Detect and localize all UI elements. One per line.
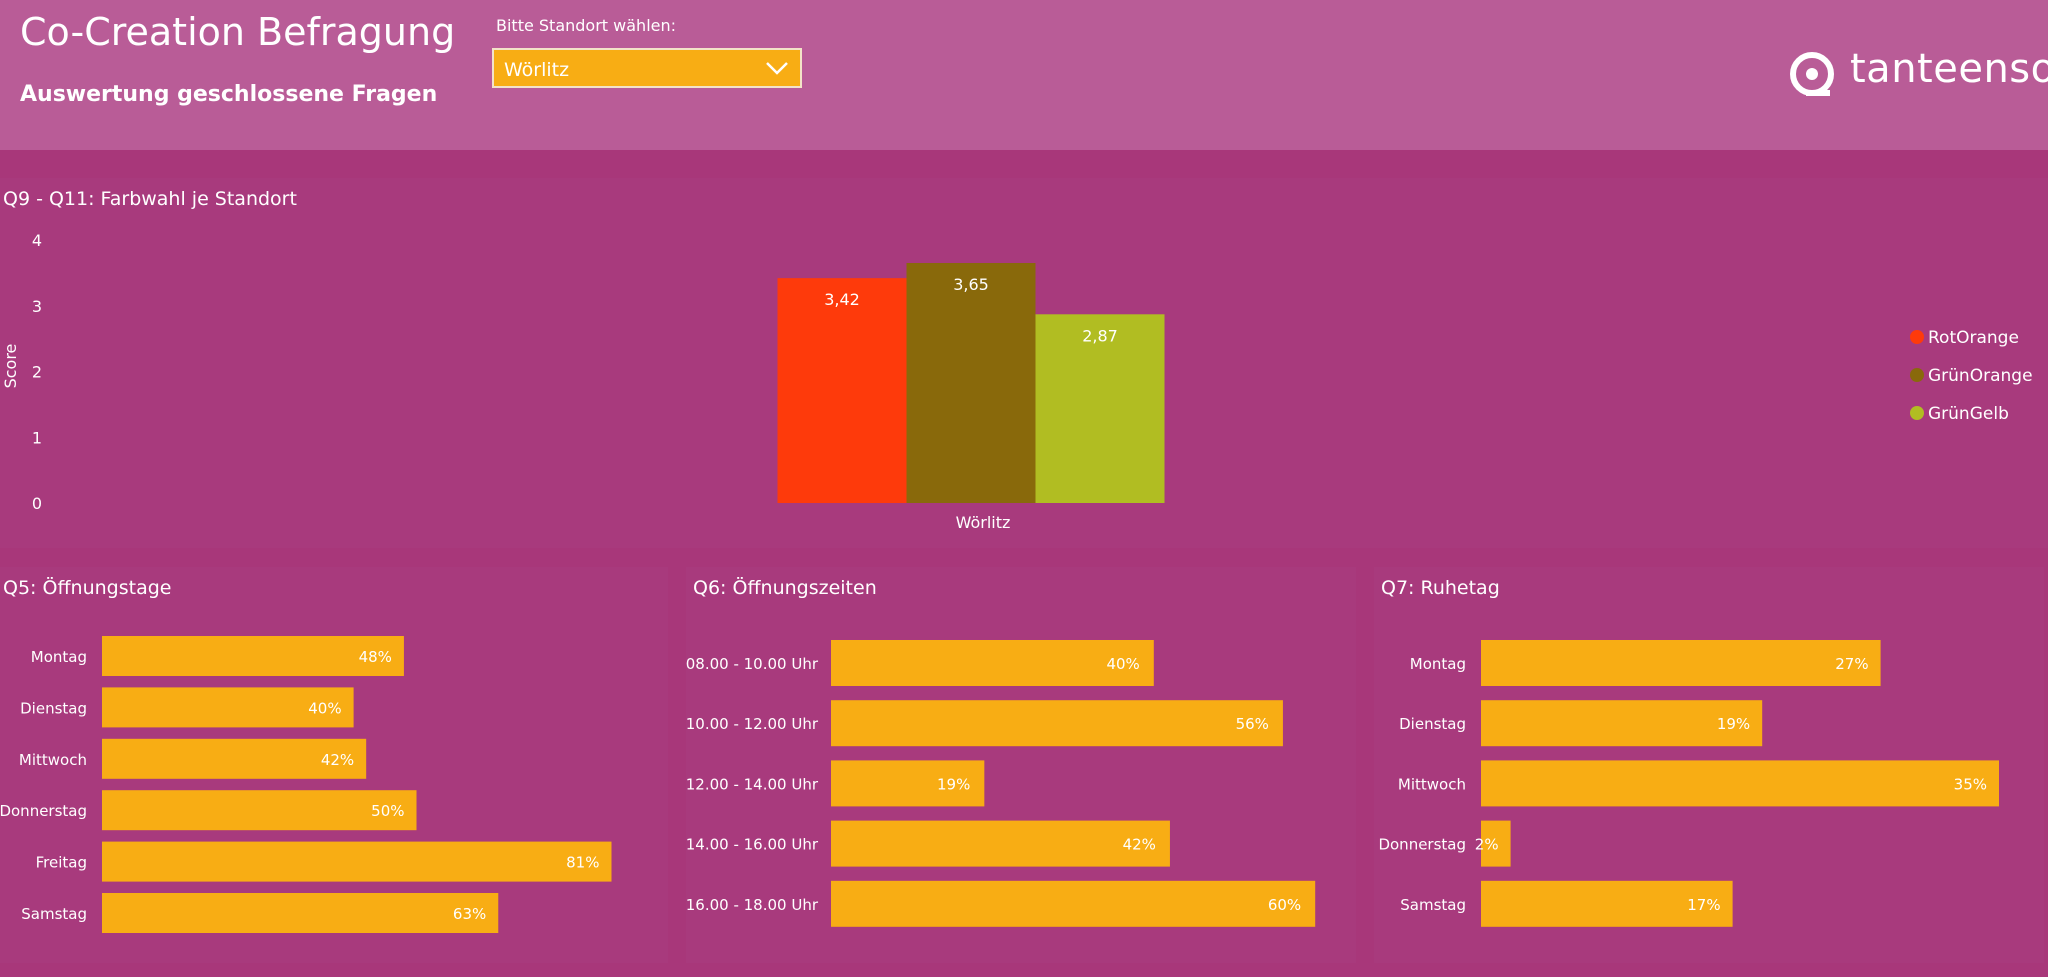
data-label: 42% xyxy=(321,751,354,769)
data-label: 19% xyxy=(1717,715,1750,733)
legend-dot-icon xyxy=(1910,368,1924,382)
y-tick-label: 3 xyxy=(32,297,42,316)
data-label: 17% xyxy=(1687,896,1720,914)
bar xyxy=(102,636,404,676)
legend-dot-icon xyxy=(1910,406,1924,420)
legend-label: GrünGelb xyxy=(1928,404,2009,424)
category-label: Dienstag xyxy=(1399,715,1466,733)
bar xyxy=(1481,820,1511,867)
category-label: Donnerstag xyxy=(0,802,87,820)
data-label: 2% xyxy=(1475,836,1499,854)
data-label: 42% xyxy=(1123,836,1156,854)
bar xyxy=(1481,880,1733,927)
rest-day-panel: Q7: Ruhetag Montag 27% Dienstag 19% Mittwoch… xyxy=(1374,567,2044,963)
data-label: 50% xyxy=(371,802,404,820)
category-label: Samstag xyxy=(1400,896,1466,914)
location-dropdown-value: Wörlitz xyxy=(504,59,570,81)
location-dropdown-label: Bitte Standort wählen: xyxy=(496,16,677,35)
chevron-down-icon xyxy=(766,62,788,75)
rest-day-title: Q7: Ruhetag xyxy=(1381,577,1500,599)
bar-rotorange xyxy=(777,278,907,503)
color-choice-panel: Q9 - Q11: Farbwahl je Standort Score 0 1 2 3… xyxy=(0,178,2048,548)
bar xyxy=(831,820,1170,867)
x-tick-label: Wörlitz xyxy=(956,513,1011,532)
data-label: 56% xyxy=(1236,715,1269,733)
y-axis-label: Score xyxy=(1,344,20,389)
legend-dot-icon xyxy=(1910,330,1924,344)
opening-days-chart: Montag 48% Dienstag 40% Mittwoch 42% Donnersta… xyxy=(0,636,612,933)
data-label: 19% xyxy=(937,775,970,793)
bar xyxy=(102,841,612,882)
category-label: Mittwoch xyxy=(19,751,87,769)
data-label: 40% xyxy=(308,699,341,717)
bar xyxy=(1481,760,1999,807)
bar xyxy=(102,738,367,779)
opening-hours-chart: 08.00 - 10.00 Uhr 40% 10.00 - 12.00 Uhr 56%… xyxy=(686,640,1316,927)
data-label: 81% xyxy=(566,854,599,872)
bar xyxy=(831,760,985,807)
data-label: 27% xyxy=(1835,655,1868,673)
data-label: 48% xyxy=(359,648,392,666)
category-label: Samstag xyxy=(21,905,87,923)
data-label: 3,65 xyxy=(953,275,989,294)
data-label: 40% xyxy=(1106,655,1139,673)
bar-grünorange xyxy=(906,263,1036,503)
category-label: 16.00 - 18.00 Uhr xyxy=(686,896,819,914)
bar xyxy=(831,880,1316,927)
report-subtitle: Auswertung geschlossene Fragen xyxy=(20,82,438,107)
y-tick-label: 4 xyxy=(32,231,42,250)
color-choice-title: Q9 - Q11: Farbwahl je Standort xyxy=(3,188,297,210)
category-label: Montag xyxy=(1410,655,1466,673)
data-label: 35% xyxy=(1954,775,1987,793)
category-label: Freitag xyxy=(36,854,87,872)
color-choice-chart: Score 0 1 2 3 4 3,42 3,65 2,87 Wörlitz xyxy=(1,231,1165,532)
logo-icon xyxy=(1790,52,1834,96)
legend-label: RotOrange xyxy=(1928,328,2019,348)
category-label: 08.00 - 10.00 Uhr xyxy=(686,655,819,673)
opening-hours-title: Q6: Öffnungszeiten xyxy=(693,577,877,599)
y-tick-label: 1 xyxy=(32,428,42,447)
category-label: Donnerstag xyxy=(1378,836,1466,854)
y-tick-label: 2 xyxy=(32,363,42,382)
bar xyxy=(102,790,417,831)
category-label: 12.00 - 14.00 Uhr xyxy=(686,775,819,793)
data-label: 60% xyxy=(1268,896,1301,914)
bar-grüngelb xyxy=(1035,314,1165,503)
category-label: Mittwoch xyxy=(1398,775,1466,793)
legend-item: GrünGelb xyxy=(1910,404,2009,424)
legend-item: RotOrange xyxy=(1910,328,2019,348)
y-tick-label: 0 xyxy=(32,494,42,513)
tanteenso-logo: tanteenso xyxy=(1788,46,2048,100)
location-dropdown[interactable]: Wörlitz xyxy=(492,48,802,88)
legend-label: GrünOrange xyxy=(1928,366,2033,386)
category-label: 14.00 - 16.00 Uhr xyxy=(686,836,819,854)
category-label: Montag xyxy=(31,648,87,666)
category-label: Dienstag xyxy=(20,699,87,717)
bar xyxy=(102,687,354,728)
bar xyxy=(102,893,499,933)
data-label: 3,42 xyxy=(824,290,860,309)
logo-text: tanteenso xyxy=(1850,46,2048,92)
legend-item: GrünOrange xyxy=(1910,366,2033,386)
category-label: 10.00 - 12.00 Uhr xyxy=(686,715,819,733)
report-header: Co-Creation Befragung Auswertung geschlo… xyxy=(0,0,2048,150)
data-label: 2,87 xyxy=(1082,326,1118,345)
opening-days-panel: Q5: Öffnungstage Montag 48% Dienstag 40% Mit… xyxy=(0,567,668,963)
data-label: 63% xyxy=(453,905,486,923)
bar xyxy=(1481,700,1763,747)
report-title: Co-Creation Befragung xyxy=(20,10,456,54)
opening-days-title: Q5: Öffnungstage xyxy=(3,577,172,599)
rest-day-chart: Montag 27% Dienstag 19% Mittwoch 35% Donnersta… xyxy=(1378,640,1999,927)
bar xyxy=(831,640,1154,686)
opening-hours-panel: Q6: Öffnungszeiten 08.00 - 10.00 Uhr 40% 1… xyxy=(686,567,1356,963)
bar xyxy=(1481,640,1881,686)
bar xyxy=(831,700,1283,747)
